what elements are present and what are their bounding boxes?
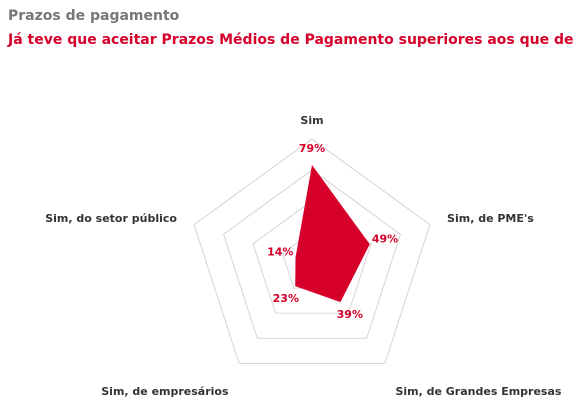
- chart-title: Prazos de pagamento: [8, 8, 180, 24]
- chart-subtitle: Já teve que aceitar Prazos Médios de Pag…: [7, 32, 574, 48]
- value-label: 14%: [267, 246, 293, 259]
- axis-label: Sim, de empresários: [101, 385, 229, 398]
- radar-area: [295, 165, 370, 303]
- axis-label: Sim, de Grandes Empresas: [395, 385, 561, 398]
- value-label: 23%: [273, 292, 299, 305]
- value-label: 39%: [337, 308, 363, 321]
- grid-ring: [193, 138, 431, 364]
- axis-label: Sim, de PME's: [447, 212, 534, 225]
- value-label: 79%: [299, 142, 325, 155]
- axis-label: Sim: [300, 114, 323, 127]
- axis-label: Sim, do setor público: [45, 212, 177, 225]
- grid-ring: [223, 169, 401, 339]
- value-label: 49%: [372, 232, 398, 245]
